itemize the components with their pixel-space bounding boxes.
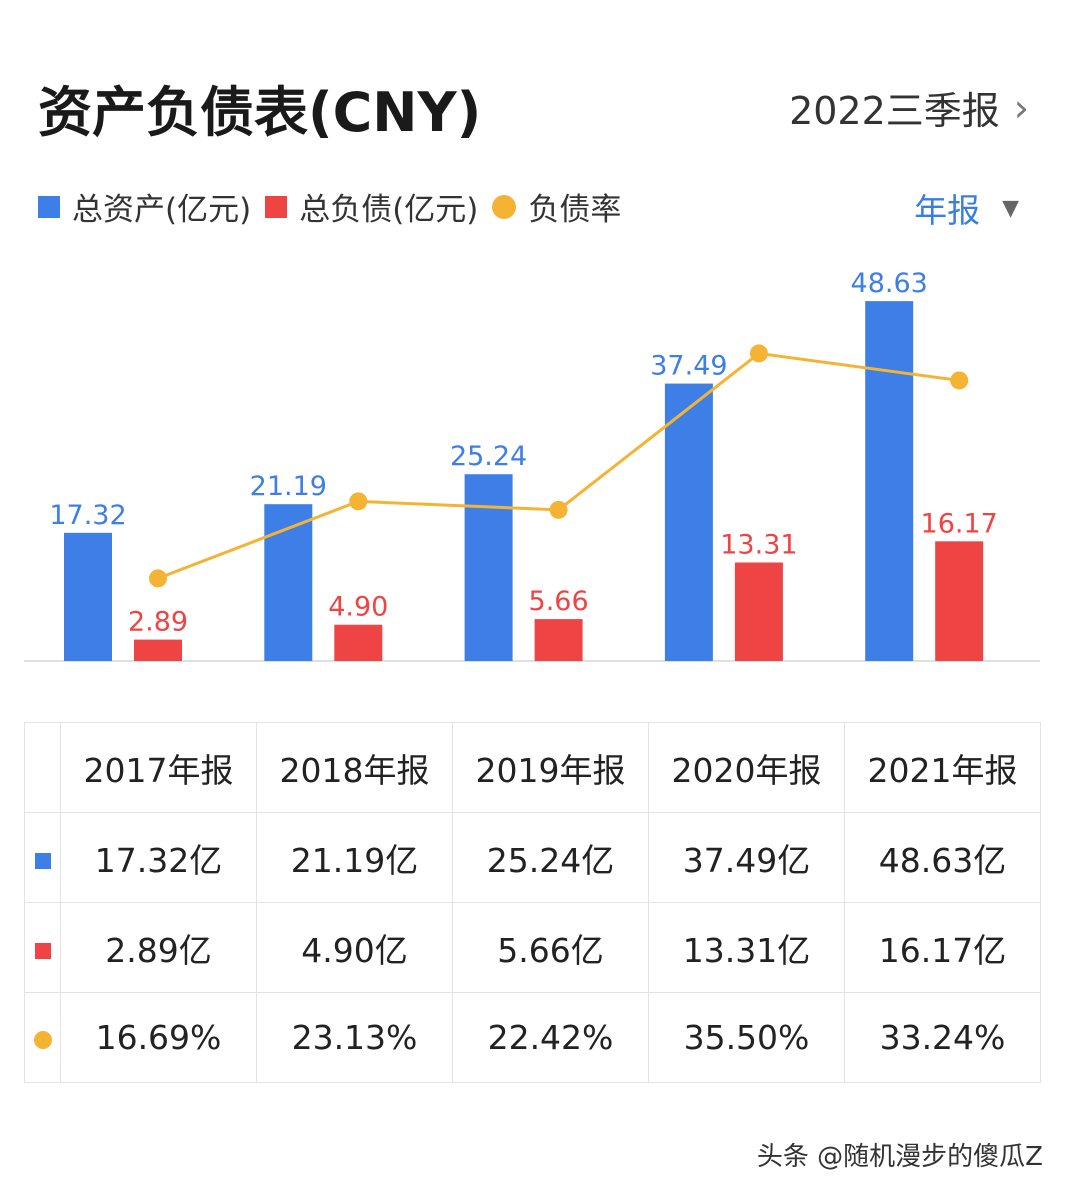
liability-data-label: 4.90 — [328, 592, 388, 623]
asset-bar — [64, 532, 112, 661]
header-cell: 2021年报 — [844, 722, 1041, 813]
ratio-point — [349, 492, 368, 511]
liability-data-label: 2.89 — [128, 607, 188, 638]
report-type-dropdown[interactable]: 年报 ▼ — [914, 191, 1019, 230]
liability-bar — [334, 624, 383, 661]
table-row: 16.69% 23.13% 22.42% 35.50% 33.24% — [24, 992, 1041, 1083]
asset-data-label: 37.49 — [650, 351, 727, 382]
liability-bar — [935, 541, 984, 661]
asset-bar — [264, 504, 313, 661]
dot-icon — [33, 1031, 52, 1049]
page-title: 资产负债表(CNY) — [38, 81, 482, 144]
period-label: 2022三季报 — [789, 89, 1000, 133]
asset-data-label: 21.19 — [250, 471, 327, 502]
chevron-right-icon: › — [1013, 85, 1029, 130]
header-cell: 2018年报 — [256, 722, 453, 813]
header-cell: 2020年报 — [648, 722, 845, 813]
asset-data-label: 25.24 — [450, 441, 527, 472]
asset-bar — [664, 383, 713, 661]
asset-data-label: 48.63 — [851, 268, 928, 299]
ratio-point — [950, 371, 969, 390]
bar-line-chart: 17.32 2.89 21.19 4.90 25.24 5.66 37.49 13.31 48.… — [24, 268, 1040, 662]
legend: 总资产(亿元) 总负债(亿元) 负债率 — [38, 184, 635, 229]
table-row: 2.89亿 4.90亿 5.66亿 13.31亿 16.17亿 — [24, 902, 1041, 993]
square-icon — [265, 195, 288, 218]
liability-bar — [534, 619, 583, 661]
caret-down-icon: ▼ — [1002, 195, 1019, 221]
liability-data-label: 16.17 — [921, 508, 998, 539]
asset-bar — [464, 474, 513, 661]
header-cell: 2017年报 — [60, 722, 257, 813]
ratio-point — [149, 569, 167, 588]
liability-bar — [134, 639, 182, 661]
period-selector[interactable]: 2022三季报 › — [789, 80, 1029, 135]
liability-data-label: 5.66 — [529, 586, 589, 617]
table-row: 17.32亿 21.19亿 25.24亿 37.49亿 48.63亿 — [24, 812, 1041, 903]
liability-bar — [734, 562, 783, 661]
ratio-point — [749, 344, 768, 363]
asset-bar — [865, 301, 914, 661]
legend-ratio: 负债率 — [492, 184, 621, 229]
ratio-point — [549, 500, 568, 519]
square-icon — [38, 195, 60, 218]
asset-data-label: 17.32 — [49, 500, 126, 531]
header-cell: 2019年报 — [452, 722, 649, 813]
liability-data-label: 13.31 — [720, 530, 797, 561]
dot-icon — [492, 194, 517, 219]
square-icon — [34, 853, 51, 869]
table-header-row: 2017年报 2018年报 2019年报 2020年报 2021年报 — [24, 722, 1041, 813]
legend-liabilities: 总负债(亿元) — [265, 184, 478, 229]
watermark: 头条 @随机漫步的傻瓜Z — [756, 1142, 1043, 1172]
legend-assets: 总资产(亿元) — [38, 184, 251, 229]
square-icon — [34, 943, 51, 959]
data-table: 2017年报 2018年报 2019年报 2020年报 2021年报 17.32… — [24, 722, 1041, 1083]
